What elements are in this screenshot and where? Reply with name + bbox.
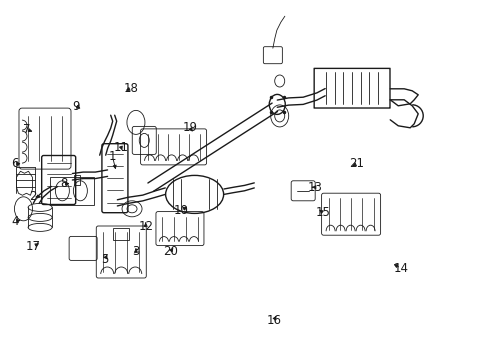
Text: 7: 7 bbox=[23, 123, 31, 136]
Text: 21: 21 bbox=[349, 157, 364, 170]
Text: 5: 5 bbox=[101, 253, 109, 266]
Text: 10: 10 bbox=[173, 204, 188, 217]
Text: 11: 11 bbox=[114, 141, 128, 154]
Text: 3: 3 bbox=[132, 246, 140, 258]
Bar bbox=[113, 228, 129, 240]
Text: 9: 9 bbox=[72, 100, 80, 113]
Text: 1: 1 bbox=[108, 150, 116, 163]
Text: 13: 13 bbox=[307, 181, 322, 194]
Text: 6: 6 bbox=[11, 157, 19, 170]
Text: 20: 20 bbox=[163, 246, 177, 258]
Text: 16: 16 bbox=[266, 314, 281, 327]
Bar bbox=[50, 177, 94, 205]
Text: 14: 14 bbox=[393, 262, 407, 275]
Text: 18: 18 bbox=[123, 82, 138, 95]
Text: 8: 8 bbox=[60, 177, 67, 190]
Text: 15: 15 bbox=[315, 206, 329, 219]
Text: 19: 19 bbox=[182, 121, 197, 134]
Text: 4: 4 bbox=[11, 215, 19, 228]
Text: 12: 12 bbox=[138, 220, 153, 233]
Text: 17: 17 bbox=[26, 240, 41, 253]
Text: 2: 2 bbox=[29, 190, 37, 203]
Bar bbox=[74, 175, 80, 185]
